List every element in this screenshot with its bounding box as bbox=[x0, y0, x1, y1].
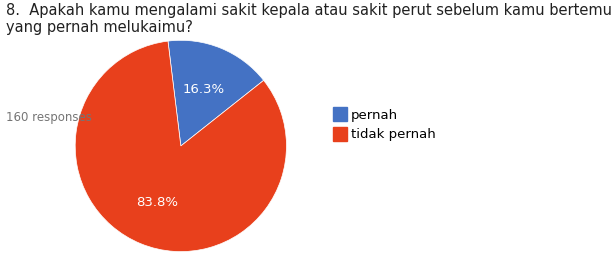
Text: 160 responses: 160 responses bbox=[6, 111, 92, 124]
Text: 16.3%: 16.3% bbox=[183, 83, 225, 96]
Text: 8.  Apakah kamu mengalami sakit kepala atau sakit perut sebelum kamu bertemu den: 8. Apakah kamu mengalami sakit kepala at… bbox=[6, 3, 613, 35]
Text: 83.8%: 83.8% bbox=[137, 196, 178, 209]
Wedge shape bbox=[75, 41, 286, 252]
Wedge shape bbox=[168, 40, 264, 146]
Legend: pernah, tidak pernah: pernah, tidak pernah bbox=[333, 108, 436, 141]
